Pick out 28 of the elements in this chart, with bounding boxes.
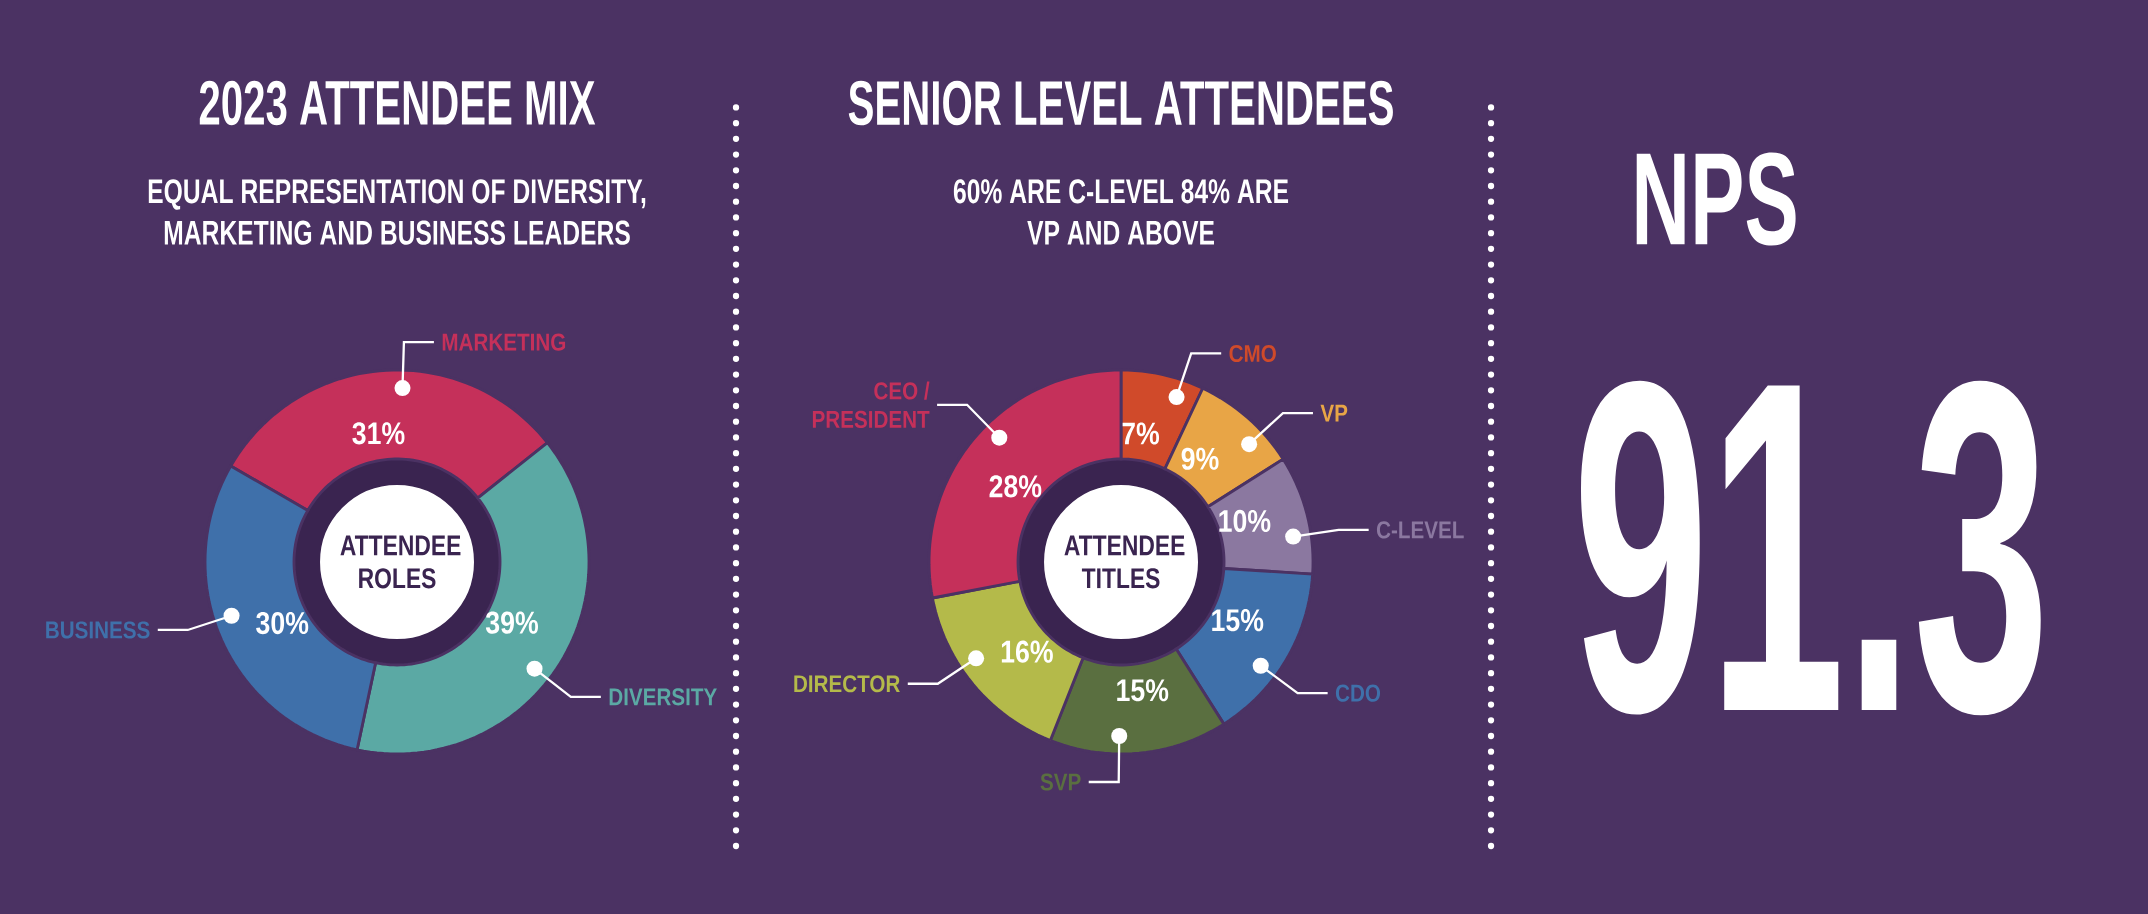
- slice-label: VP: [1320, 404, 1348, 422]
- slice-label: CDO: [1335, 684, 1381, 702]
- data-label: 91.3: [1580, 380, 2041, 716]
- data-label: 31%: [352, 422, 405, 445]
- data-label: 16%: [1001, 640, 1053, 663]
- chart-title: 2023 ATTENDEE MIX: [199, 80, 596, 126]
- slice-label: CMO: [1229, 344, 1276, 363]
- data-label: 9%: [1181, 447, 1219, 470]
- text: NPS: [1636, 152, 1796, 246]
- slice-label: SVP: [1040, 773, 1081, 791]
- chart-title: SENIOR LEVEL ATTENDEES: [848, 80, 1393, 126]
- slice-label: DIRECTOR: [794, 675, 900, 693]
- data-label: 39%: [485, 611, 539, 634]
- slice-label: MARKETING: [442, 333, 566, 351]
- data-label: 10%: [1219, 509, 1271, 533]
- slice-label: CEO / PRESIDENT: [812, 381, 930, 428]
- data-label: 7%: [1122, 422, 1160, 445]
- data-label: 28%: [989, 475, 1042, 498]
- data-label: 30%: [256, 611, 309, 635]
- slice-label: BUSINESS: [46, 621, 150, 639]
- slice-label: C-LEVEL: [1376, 521, 1464, 539]
- chart-subtitle: 60% ARE C-LEVEL 84% ARE VP AND ABOVE: [953, 179, 1289, 245]
- text: ATTENDEE ROLES: [340, 535, 461, 589]
- chart-subtitle: EQUAL REPRESENTATION OF DIVERSITY, MARKETING AND BUSINESS LEADERS: [148, 179, 646, 245]
- slice-label: DIVERSITY: [609, 688, 717, 706]
- data-label: 15%: [1212, 609, 1264, 632]
- data-label: 15%: [1117, 679, 1169, 702]
- text: ATTENDEE TITLES: [1064, 535, 1185, 589]
